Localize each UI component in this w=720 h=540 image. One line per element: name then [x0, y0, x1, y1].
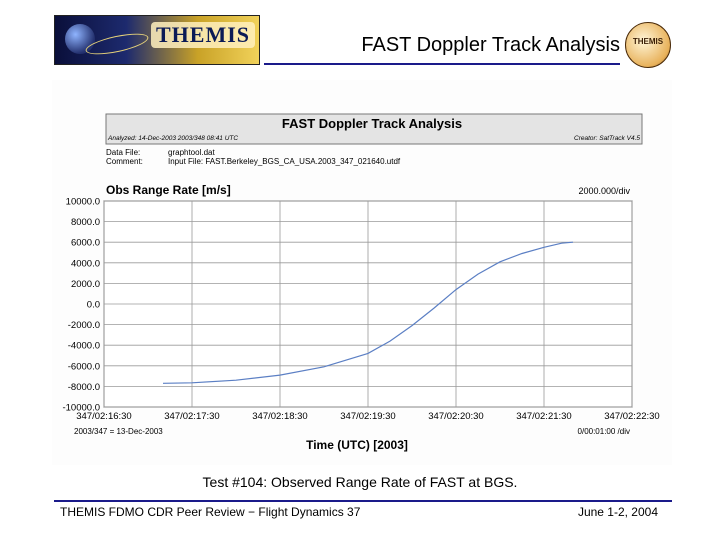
y-tick-label: -2000.0 — [68, 320, 100, 331]
comment-label: Comment: — [106, 157, 143, 166]
doppler-chart: FAST Doppler Track Analysis Analyzed: 14… — [62, 113, 660, 452]
x-tick-label: 347/02:22:30 — [604, 411, 659, 422]
y-tick-label: -10000.0 — [62, 403, 100, 414]
comment-value: Input File: FAST.Berkeley_BGS_CA_USA.200… — [168, 157, 401, 166]
date-note: 2003/347 = 13-Dec-2003 — [74, 427, 163, 436]
figure-caption: Test #104: Observed Range Rate of FAST a… — [202, 474, 518, 490]
x-scale-note: 0/00:01:00 /div — [578, 427, 630, 436]
y-tick-label: 6000.0 — [71, 238, 100, 249]
slide-title: FAST Doppler Track Analysis — [361, 34, 620, 56]
y-tick-label: 0.0 — [87, 300, 100, 311]
footer-date: June 1-2, 2004 — [577, 505, 658, 519]
x-tick-label: 347/02:16:30 — [76, 411, 131, 422]
mission-badge-icon: THEMIS — [625, 22, 671, 68]
data-file-value: graphtool.dat — [168, 148, 215, 157]
x-axis-label: Time (UTC) [2003] — [306, 438, 408, 452]
footer-rule — [54, 500, 672, 502]
y-tick-label: -4000.0 — [68, 341, 100, 352]
data-file-label: Data File: — [106, 148, 140, 157]
range-rate-line — [162, 241, 574, 384]
banner-title: FAST Doppler Track Analysis — [282, 116, 462, 131]
y-tick-label: 4000.0 — [71, 258, 100, 269]
badge-text: THEMIS — [632, 37, 664, 46]
x-tick-label: 347/02:19:30 — [340, 411, 395, 422]
y-tick-label: 2000.0 — [71, 279, 100, 290]
analyzed-note: Analyzed: 14-Dec-2003 2003/348 08:41 UTC — [107, 135, 238, 142]
planet-graphic — [65, 24, 95, 54]
y-tick-label: 8000.0 — [71, 217, 100, 228]
banner-panel — [105, 113, 643, 145]
y-axis-label: Obs Range Rate [m/s] — [106, 183, 231, 197]
footer-left-text: THEMIS FDMO CDR Peer Review − Flight Dyn… — [60, 505, 361, 519]
x-tick-label: 347/02:17:30 — [164, 411, 219, 422]
themis-logo: THEMIS — [54, 15, 260, 65]
y-scale-note: 2000.000/div — [578, 186, 630, 196]
doppler-figure: FAST Doppler Track Analysis Analyzed: 14… — [52, 80, 672, 465]
y-tick-label: -6000.0 — [68, 361, 100, 372]
creator-note: Creator: SatTrack V4.5 — [574, 135, 640, 142]
x-tick-label: 347/02:21:30 — [516, 411, 571, 422]
title-rule — [264, 63, 620, 65]
y-tick-label: 10000.0 — [66, 197, 100, 208]
y-tick-label: -8000.0 — [68, 382, 100, 393]
x-tick-label: 347/02:18:30 — [252, 411, 307, 422]
logo-text: THEMIS — [151, 22, 255, 48]
x-tick-label: 347/02:20:30 — [428, 411, 483, 422]
